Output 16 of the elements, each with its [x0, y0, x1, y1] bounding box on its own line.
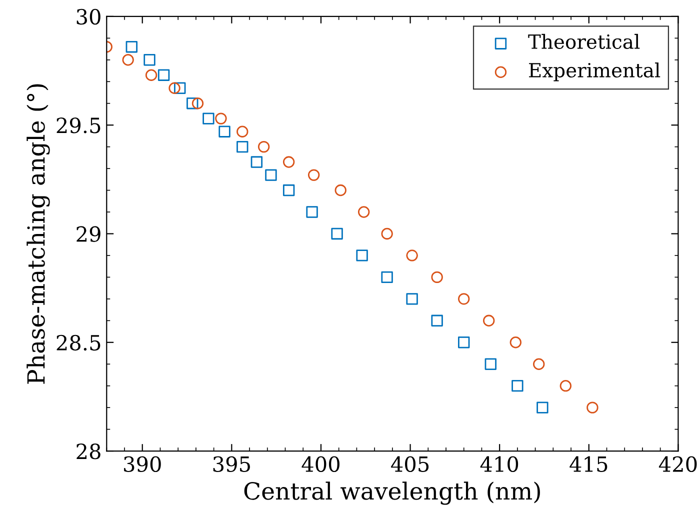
y-tick-label: 29.5 [56, 118, 100, 134]
y-tick-label: 29 [76, 226, 100, 242]
legend-label: Theoretical [528, 34, 640, 49]
y-axis-title: Phase-matching angle (°) [26, 84, 50, 384]
legend-label: Experimental [529, 62, 660, 82]
x-tick-label: 410 [480, 456, 518, 472]
y-tick-label: 28.5 [56, 334, 100, 351]
x-tick-label: 415 [570, 456, 608, 472]
x-tick-label: 405 [391, 456, 429, 472]
y-tick-label: 30 [76, 8, 100, 25]
x-tick-label: 400 [302, 456, 340, 472]
x-tick-label: 395 [213, 456, 250, 472]
x-tick-label: 420 [658, 456, 697, 472]
y-tick-label: 28 [76, 443, 100, 460]
x-axis-title: Central wavelength (nm) [244, 482, 540, 505]
x-tick-label: 390 [124, 456, 161, 472]
